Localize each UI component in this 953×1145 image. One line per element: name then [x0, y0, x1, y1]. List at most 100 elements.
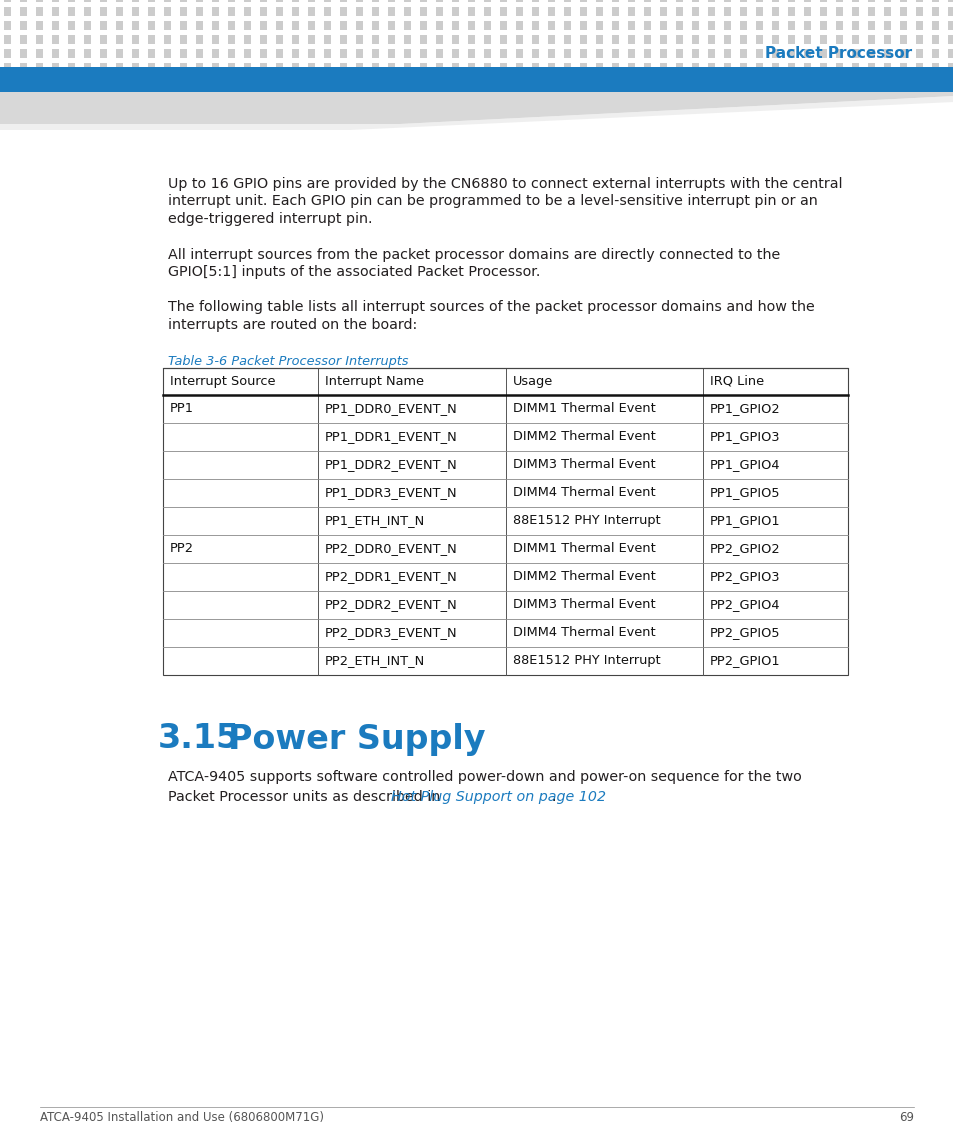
Text: DIMM2 Thermal Event: DIMM2 Thermal Event — [513, 570, 655, 583]
Bar — [372, 7, 378, 16]
Bar — [947, 63, 953, 72]
Bar — [260, 0, 267, 2]
Bar — [68, 35, 75, 44]
Bar — [803, 7, 810, 16]
Bar — [324, 77, 331, 86]
Bar — [532, 0, 538, 2]
Bar — [676, 63, 682, 72]
Bar — [4, 35, 11, 44]
Bar — [659, 35, 666, 44]
Bar — [499, 63, 506, 72]
Bar — [436, 63, 442, 72]
Bar — [483, 21, 491, 30]
Bar — [260, 63, 267, 72]
Bar — [931, 21, 938, 30]
Bar — [532, 49, 538, 58]
Bar — [180, 63, 187, 72]
Bar — [563, 0, 571, 2]
Bar — [164, 35, 171, 44]
Bar — [707, 77, 714, 86]
Bar — [452, 77, 458, 86]
Bar — [4, 77, 11, 86]
Bar — [163, 368, 847, 395]
Bar — [579, 77, 586, 86]
Bar — [84, 63, 91, 72]
Bar — [532, 21, 538, 30]
Bar — [372, 77, 378, 86]
Bar — [691, 49, 699, 58]
Text: GPIO[5:1] inputs of the associated Packet Processor.: GPIO[5:1] inputs of the associated Packe… — [168, 264, 539, 279]
Bar — [116, 49, 123, 58]
Bar — [339, 0, 347, 2]
Bar — [740, 7, 746, 16]
Text: PP2_DDR2_EVENT_N: PP2_DDR2_EVENT_N — [325, 598, 457, 611]
Bar — [292, 0, 298, 2]
Bar — [52, 0, 59, 2]
Bar — [4, 7, 11, 16]
Bar — [452, 21, 458, 30]
Bar — [212, 35, 219, 44]
Bar — [612, 21, 618, 30]
Bar — [516, 35, 522, 44]
Bar — [260, 21, 267, 30]
Bar — [691, 7, 699, 16]
Bar — [436, 0, 442, 2]
Bar — [68, 0, 75, 2]
Bar — [180, 7, 187, 16]
Bar — [755, 21, 762, 30]
Bar — [436, 77, 442, 86]
Bar — [20, 0, 27, 2]
Bar — [20, 35, 27, 44]
Bar — [899, 7, 906, 16]
Bar — [835, 21, 842, 30]
Bar — [771, 63, 779, 72]
Bar — [643, 0, 650, 2]
Bar — [275, 63, 283, 72]
Bar — [339, 77, 347, 86]
Bar — [820, 35, 826, 44]
Bar — [372, 0, 378, 2]
Bar — [483, 0, 491, 2]
Bar — [260, 77, 267, 86]
Bar — [627, 7, 635, 16]
Bar — [931, 49, 938, 58]
Bar — [180, 49, 187, 58]
Bar — [659, 21, 666, 30]
Bar — [947, 49, 953, 58]
Bar — [260, 7, 267, 16]
Bar — [532, 77, 538, 86]
Bar — [771, 49, 779, 58]
Bar — [771, 0, 779, 2]
Text: PP2_DDR3_EVENT_N: PP2_DDR3_EVENT_N — [325, 626, 457, 639]
Text: DIMM2 Thermal Event: DIMM2 Thermal Event — [513, 431, 655, 443]
Bar — [851, 77, 858, 86]
Bar — [308, 49, 314, 58]
Bar — [436, 49, 442, 58]
Text: PP1_GPIO1: PP1_GPIO1 — [709, 514, 780, 527]
Bar — [84, 7, 91, 16]
Bar — [132, 63, 139, 72]
Text: Power Supply: Power Supply — [228, 722, 485, 756]
Bar — [676, 21, 682, 30]
Bar — [931, 0, 938, 2]
Bar — [468, 77, 475, 86]
Bar — [835, 77, 842, 86]
Bar — [36, 7, 43, 16]
Bar — [516, 63, 522, 72]
Bar — [324, 35, 331, 44]
Bar — [579, 63, 586, 72]
Bar — [452, 63, 458, 72]
Bar — [547, 49, 555, 58]
Bar — [563, 49, 571, 58]
Bar — [723, 77, 730, 86]
Bar — [116, 21, 123, 30]
Bar — [803, 0, 810, 2]
Bar — [292, 21, 298, 30]
Bar — [803, 21, 810, 30]
Bar — [820, 49, 826, 58]
Bar — [643, 21, 650, 30]
Bar — [244, 49, 251, 58]
Bar — [532, 63, 538, 72]
Bar — [212, 63, 219, 72]
Bar — [835, 7, 842, 16]
